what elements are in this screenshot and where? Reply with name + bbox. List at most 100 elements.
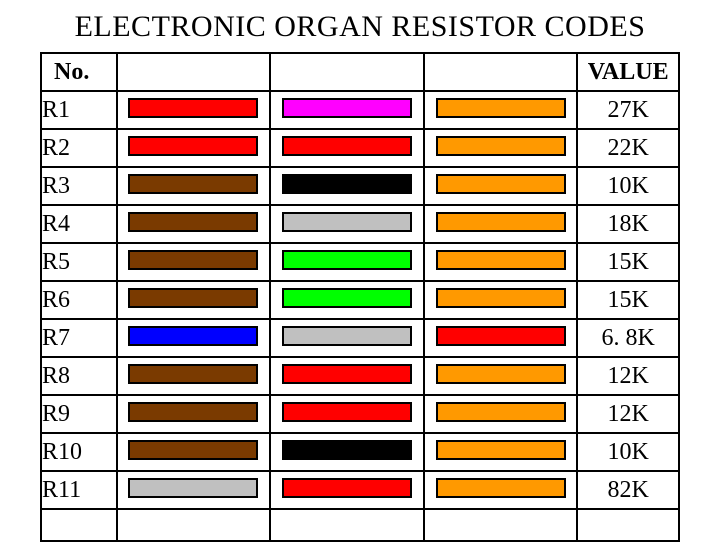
table-row: R76. 8K — [41, 319, 679, 357]
cell-band-2 — [270, 319, 424, 357]
color-swatch — [128, 288, 258, 308]
color-swatch — [128, 212, 258, 232]
cell-empty — [117, 509, 271, 541]
color-swatch — [128, 440, 258, 460]
color-swatch — [282, 288, 412, 308]
color-swatch — [282, 402, 412, 422]
color-swatch — [282, 98, 412, 118]
table-row: R5 15K — [41, 243, 679, 281]
table-row: R2 22K — [41, 129, 679, 167]
cell-band-2 — [270, 395, 424, 433]
color-swatch — [282, 326, 412, 346]
cell-value: 27K — [577, 91, 679, 129]
cell-band-2 — [270, 433, 424, 471]
color-swatch — [128, 364, 258, 384]
cell-band-1 — [117, 395, 271, 433]
cell-band-3 — [424, 91, 578, 129]
cell-band-1 — [117, 129, 271, 167]
cell-band-1 — [117, 357, 271, 395]
cell-no: R10 — [41, 433, 117, 471]
cell-band-3 — [424, 129, 578, 167]
color-swatch — [436, 212, 566, 232]
cell-value: 12K — [577, 357, 679, 395]
color-swatch — [436, 364, 566, 384]
cell-band-3 — [424, 319, 578, 357]
cell-empty — [41, 509, 117, 541]
col-header-band2 — [270, 53, 424, 91]
cell-empty — [424, 509, 578, 541]
cell-value: 10K — [577, 433, 679, 471]
cell-band-2 — [270, 281, 424, 319]
cell-value: 15K — [577, 281, 679, 319]
cell-no: R2 — [41, 129, 117, 167]
color-swatch — [436, 478, 566, 498]
cell-band-3 — [424, 281, 578, 319]
color-swatch — [282, 250, 412, 270]
table-row: R8 12K — [41, 357, 679, 395]
col-header-value: VALUE — [577, 53, 679, 91]
table-row: R9 12K — [41, 395, 679, 433]
cell-band-3 — [424, 167, 578, 205]
color-swatch — [128, 174, 258, 194]
cell-value: 18K — [577, 205, 679, 243]
cell-no: R9 — [41, 395, 117, 433]
cell-value: 82K — [577, 471, 679, 509]
cell-band-2 — [270, 243, 424, 281]
cell-no: R7 — [41, 319, 117, 357]
cell-band-3 — [424, 433, 578, 471]
cell-value: 12K — [577, 395, 679, 433]
cell-band-3 — [424, 243, 578, 281]
color-swatch — [436, 174, 566, 194]
color-swatch — [282, 478, 412, 498]
color-swatch — [282, 364, 412, 384]
cell-band-2 — [270, 471, 424, 509]
cell-band-3 — [424, 357, 578, 395]
col-header-no: No. — [41, 53, 117, 91]
cell-band-3 — [424, 471, 578, 509]
cell-band-2 — [270, 167, 424, 205]
table-row: R10 10K — [41, 433, 679, 471]
cell-band-1 — [117, 471, 271, 509]
table-row: R6 15K — [41, 281, 679, 319]
cell-value: 10K — [577, 167, 679, 205]
cell-value: 15K — [577, 243, 679, 281]
color-swatch — [128, 478, 258, 498]
cell-band-1 — [117, 205, 271, 243]
cell-band-1 — [117, 243, 271, 281]
cell-no: R1 — [41, 91, 117, 129]
color-swatch — [436, 98, 566, 118]
color-swatch — [436, 250, 566, 270]
cell-band-2 — [270, 357, 424, 395]
color-swatch — [128, 250, 258, 270]
cell-no: R8 — [41, 357, 117, 395]
cell-band-1 — [117, 319, 271, 357]
cell-empty — [577, 509, 679, 541]
cell-band-1 — [117, 167, 271, 205]
cell-no: R3 — [41, 167, 117, 205]
page: ELECTRONIC ORGAN RESISTOR CODES No. VALU… — [0, 0, 720, 540]
cell-band-2 — [270, 129, 424, 167]
color-swatch — [282, 174, 412, 194]
table-row: R3 10K — [41, 167, 679, 205]
color-swatch — [436, 136, 566, 156]
color-swatch — [282, 212, 412, 232]
cell-band-1 — [117, 91, 271, 129]
cell-band-3 — [424, 205, 578, 243]
table-row: R1 27K — [41, 91, 679, 129]
cell-no: R5 — [41, 243, 117, 281]
cell-no: R6 — [41, 281, 117, 319]
cell-band-1 — [117, 433, 271, 471]
color-swatch — [436, 440, 566, 460]
cell-no: R11 — [41, 471, 117, 509]
color-swatch — [128, 98, 258, 118]
cell-band-3 — [424, 395, 578, 433]
col-header-band1 — [117, 53, 271, 91]
color-swatch — [436, 288, 566, 308]
cell-value: 22K — [577, 129, 679, 167]
table-row: R4 18K — [41, 205, 679, 243]
color-swatch — [128, 326, 258, 346]
table-row-empty — [41, 509, 679, 541]
cell-no: R4 — [41, 205, 117, 243]
cell-band-1 — [117, 281, 271, 319]
resistor-table: No. VALUE R1 27K R2 22K R3 10K R4 18K R5 15K R6 15K… — [40, 52, 680, 542]
